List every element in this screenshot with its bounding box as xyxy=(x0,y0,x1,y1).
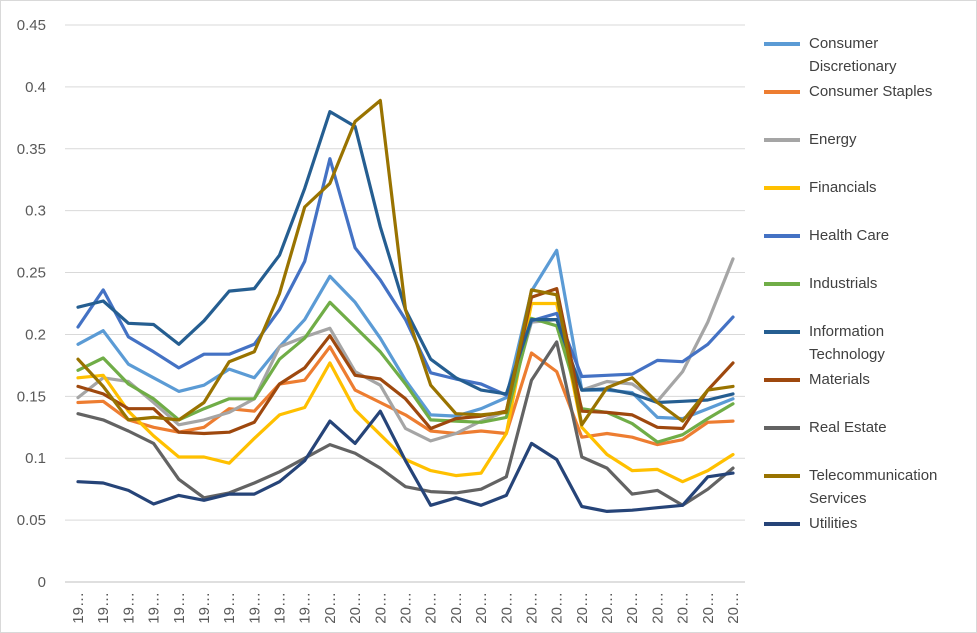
legend-item: Health Care xyxy=(764,226,961,247)
x-tick-label: 19… xyxy=(246,592,263,624)
legend-label: Utilities xyxy=(809,515,858,532)
y-tick-label: 0 xyxy=(38,574,46,591)
legend-item: Consumer Staples xyxy=(764,82,961,103)
legend-label: Consumer Staples xyxy=(809,83,933,100)
x-tick-label: 20… xyxy=(347,592,364,624)
x-tick-label: 19… xyxy=(171,592,188,624)
legend-item: Telecommunication Services xyxy=(764,466,961,510)
x-tick-label: 20… xyxy=(372,592,389,624)
legend-label: Health Care xyxy=(809,227,890,244)
legend-item: Industrials xyxy=(764,274,961,295)
y-tick-label: 0.3 xyxy=(25,203,46,220)
legend-swatch xyxy=(764,522,800,526)
y-tick-label: 0.15 xyxy=(17,388,46,405)
x-tick-label: 20… xyxy=(322,592,339,624)
x-tick-label: 20… xyxy=(448,592,465,624)
x-tick-label: 20… xyxy=(423,592,440,624)
x-tick-label: 19… xyxy=(221,592,238,624)
x-tick-label: 20… xyxy=(498,592,515,624)
y-tick-label: 0.35 xyxy=(17,141,46,158)
legend-swatch xyxy=(764,42,800,46)
x-tick-label: 19… xyxy=(297,592,314,624)
series-line xyxy=(76,300,735,444)
y-tick-label: 0.05 xyxy=(17,512,46,529)
x-tick-label: 19… xyxy=(146,592,163,624)
legend-item: Information Technology xyxy=(764,322,961,366)
legend-item: Materials xyxy=(764,370,961,391)
legend-label: Materials xyxy=(809,371,870,388)
legend-swatch xyxy=(764,378,800,382)
x-tick-label: 19… xyxy=(95,592,112,624)
y-tick-label: 0.2 xyxy=(25,326,46,343)
legend-item: Utilities xyxy=(764,514,961,535)
series-line xyxy=(76,287,735,436)
y-tick-label: 0.45 xyxy=(17,17,46,34)
x-tick-label: 20… xyxy=(523,592,540,624)
series-line xyxy=(76,340,735,507)
legend-label: Telecommunication Services xyxy=(809,467,938,507)
legend-swatch xyxy=(764,186,800,190)
legend-item: Financials xyxy=(764,178,961,199)
y-tick-label: 0.4 xyxy=(25,79,46,96)
x-tick-label: 20… xyxy=(398,592,415,624)
y-tick-label: 0.25 xyxy=(17,265,46,282)
x-tick-label: 20… xyxy=(473,592,490,624)
legend-item: Energy xyxy=(764,130,961,151)
x-tick-label: 20… xyxy=(599,592,616,624)
x-tick-label: 19… xyxy=(120,592,137,624)
y-tick-label: 0.1 xyxy=(25,450,46,467)
legend-label: Consumer Discretionary xyxy=(809,35,897,75)
legend-label: Financials xyxy=(809,179,877,196)
x-tick-label: 19… xyxy=(272,592,289,624)
x-tick-label: 20… xyxy=(700,592,717,624)
x-tick-label: 20… xyxy=(649,592,666,624)
series-line xyxy=(76,409,735,513)
legend-swatch xyxy=(764,234,800,238)
legend-swatch xyxy=(764,330,800,334)
series-line xyxy=(76,98,735,427)
legend-swatch xyxy=(764,474,800,478)
x-tick-label: 20… xyxy=(624,592,641,624)
legend-item: Consumer Discretionary xyxy=(764,34,961,78)
legend-swatch xyxy=(764,90,800,94)
series-line xyxy=(76,257,735,443)
series-line xyxy=(76,157,735,397)
legend-label: Industrials xyxy=(809,275,878,292)
legend-label: Real Estate xyxy=(809,419,887,436)
legend-item: Real Estate xyxy=(764,418,961,439)
x-tick-label: 19… xyxy=(70,592,87,624)
legend-swatch xyxy=(764,282,800,286)
legend-swatch xyxy=(764,138,800,142)
series-line xyxy=(76,345,735,447)
x-tick-label: 19… xyxy=(196,592,213,624)
legend-label: Energy xyxy=(809,131,857,148)
legend-label: Information Technology xyxy=(809,323,885,363)
x-tick-label: 20… xyxy=(675,592,692,624)
x-tick-label: 20… xyxy=(725,592,742,624)
legend-swatch xyxy=(764,426,800,430)
x-tick-label: 20… xyxy=(574,592,591,624)
x-tick-label: 20… xyxy=(549,592,566,624)
